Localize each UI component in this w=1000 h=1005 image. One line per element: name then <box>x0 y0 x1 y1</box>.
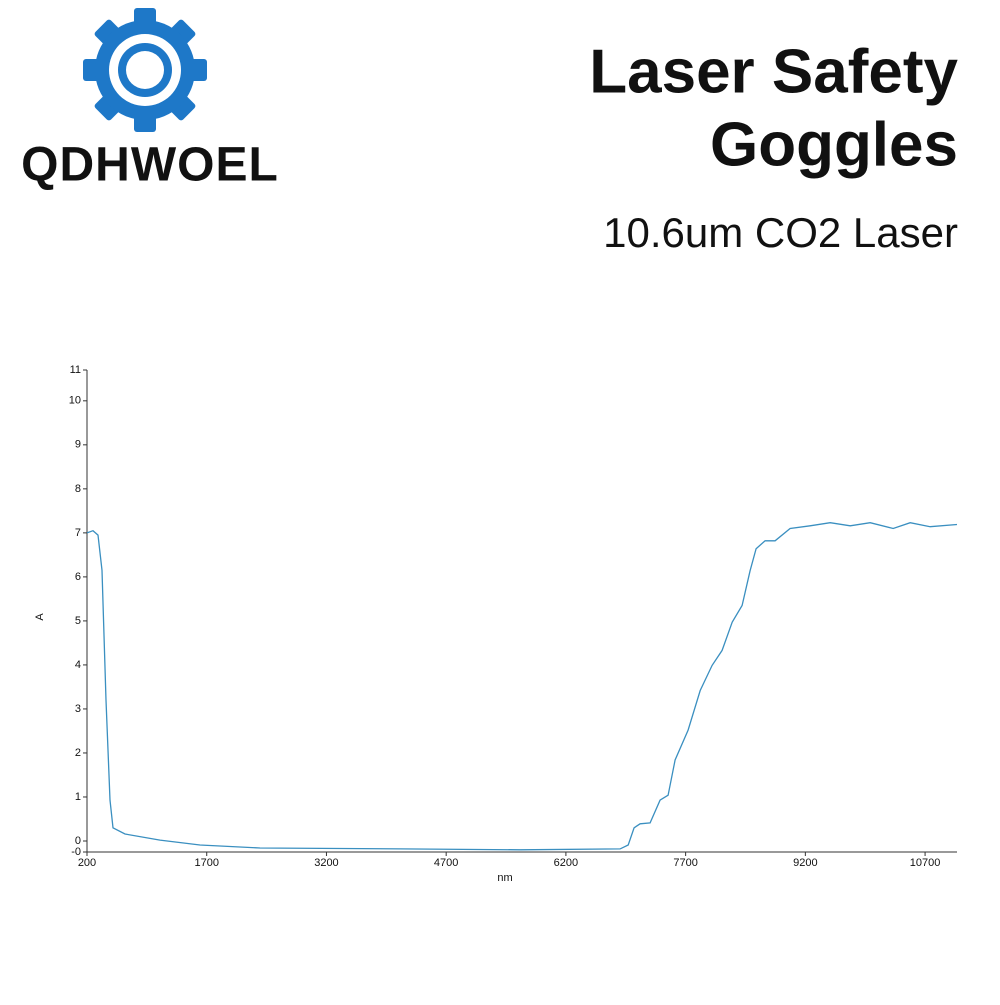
subtitle: 10.6um CO2 Laser <box>603 209 958 256</box>
y-tick-label: 7 <box>75 527 81 539</box>
x-tick-label: 6200 <box>554 857 578 869</box>
title: Laser Safety <box>589 37 958 106</box>
y-tick-label: 8 <box>75 483 81 495</box>
title: Goggles <box>710 110 958 179</box>
y-tick-label: 4 <box>75 659 81 671</box>
x-tick-label: 10700 <box>910 857 941 869</box>
data-line <box>86 522 958 851</box>
y-tick-label: 10 <box>69 395 81 407</box>
y-tick-label: 6 <box>75 571 81 583</box>
x-tick-label: 4700 <box>434 857 458 869</box>
x-tick-label: 3200 <box>314 857 338 869</box>
y-tick-label: -0 <box>71 846 81 858</box>
x-tick-label: 7700 <box>673 857 697 869</box>
y-tick-label: 1 <box>75 791 81 803</box>
logo-text: QDHWOEL <box>21 139 279 192</box>
logo-gear <box>83 8 207 132</box>
x-tick-label: 1700 <box>194 857 218 869</box>
y-tick-label: 3 <box>75 703 81 715</box>
y-tick-label: 2 <box>75 747 81 759</box>
x-axis-label: nm <box>497 872 512 884</box>
x-tick-label: 200 <box>78 857 96 869</box>
y-tick-label: 5 <box>75 615 81 627</box>
y-tick-label: 9 <box>75 439 81 451</box>
x-tick-label: 9200 <box>793 857 817 869</box>
y-tick-label: 11 <box>70 364 81 376</box>
y-tick-label: 0 <box>75 835 81 847</box>
y-axis-label: A <box>34 613 46 621</box>
